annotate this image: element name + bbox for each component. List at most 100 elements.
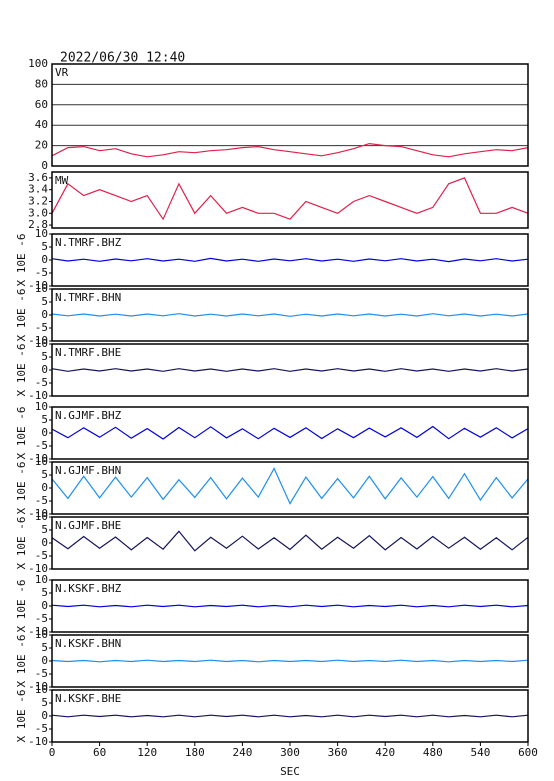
y-tick-label: -5 xyxy=(35,494,48,507)
y-tick-label: 5 xyxy=(41,468,48,481)
trace-label: N.TMRF.BHE xyxy=(55,346,121,359)
y-axis-label: X 10E -6 xyxy=(15,344,28,397)
trace-line xyxy=(51,530,529,552)
y-axis-label: X 10E -6 xyxy=(15,517,28,570)
y-tick-label: 5 xyxy=(41,413,48,426)
y-tick-label: 0 xyxy=(41,308,48,321)
x-tick-label: 60 xyxy=(93,746,106,759)
trace-line xyxy=(51,604,529,608)
y-axis-label: X 10E -6 xyxy=(15,462,28,515)
x-tick-label: 600 xyxy=(518,746,538,759)
y-tick-label: -10 xyxy=(28,279,48,292)
trace-line xyxy=(51,257,529,263)
trace-label: N.TMRF.BHN xyxy=(55,291,121,304)
y-tick-label: -5 xyxy=(35,667,48,680)
y-axis-label: X 10E -6 xyxy=(15,407,28,460)
y-tick-label: 10 xyxy=(35,510,48,523)
trace-label: MW xyxy=(55,174,69,187)
y-tick-label: 5 xyxy=(41,240,48,253)
y-tick-label: 5 xyxy=(41,295,48,308)
y-tick-label: 5 xyxy=(41,350,48,363)
y-tick-label: 0 xyxy=(41,536,48,549)
trace-label: N.KSKF.BHN xyxy=(55,637,121,650)
trace-line xyxy=(51,425,529,440)
y-tick-label: 20 xyxy=(35,139,48,152)
y-tick-label: 3.0 xyxy=(28,206,48,219)
x-tick-label: 540 xyxy=(470,746,490,759)
y-tick-label: -5 xyxy=(35,376,48,389)
y-tick-label: -10 xyxy=(28,735,48,748)
x-tick-label: 480 xyxy=(423,746,443,759)
trace-line xyxy=(51,177,529,221)
panel-frame xyxy=(51,63,529,167)
x-tick-label: 300 xyxy=(280,746,300,759)
y-tick-label: 10 xyxy=(35,400,48,413)
y-tick-label: -5 xyxy=(35,321,48,334)
x-tick-label: 360 xyxy=(328,746,348,759)
y-tick-label: 40 xyxy=(35,118,48,131)
y-tick-label: 5 xyxy=(41,586,48,599)
y-tick-label: 0 xyxy=(41,481,48,494)
y-tick-label: -5 xyxy=(35,722,48,735)
x-axis-label: SEC xyxy=(280,765,300,778)
panel-frame xyxy=(51,233,529,287)
y-tick-label: 3.4 xyxy=(28,183,48,196)
y-tick-label: 5 xyxy=(41,523,48,536)
y-tick-label: 10 xyxy=(35,227,48,240)
y-tick-label: -10 xyxy=(28,507,48,520)
y-tick-label: 5 xyxy=(41,696,48,709)
y-tick-label: 10 xyxy=(35,628,48,641)
y-tick-label: 60 xyxy=(35,98,48,111)
y-tick-label: 3.2 xyxy=(28,194,48,207)
trace-label: N.GJMF.BHN xyxy=(55,464,121,477)
y-tick-label: 10 xyxy=(35,455,48,468)
y-tick-label: 0 xyxy=(41,363,48,376)
y-tick-label: -5 xyxy=(35,266,48,279)
trace-label: VR xyxy=(55,66,69,79)
y-axis-label: X 10E -6 xyxy=(15,580,28,633)
y-tick-label: 80 xyxy=(35,77,48,90)
trace-line xyxy=(51,714,529,718)
y-tick-label: 0 xyxy=(41,159,48,172)
trace-label: N.TMRF.BHZ xyxy=(55,236,122,249)
y-axis-label: X 10E -6 xyxy=(15,690,28,743)
y-tick-label: -10 xyxy=(28,389,48,402)
x-tick-label: 120 xyxy=(137,746,157,759)
y-tick-label: 0 xyxy=(41,709,48,722)
chart-title: 2022/06/30 12:40 xyxy=(60,51,185,66)
x-tick-label: 240 xyxy=(232,746,252,759)
y-tick-label: -5 xyxy=(35,549,48,562)
y-tick-label: 0 xyxy=(41,654,48,667)
y-tick-label: 0 xyxy=(41,426,48,439)
panel-frame xyxy=(51,634,529,688)
y-tick-label: -10 xyxy=(28,562,48,575)
y-tick-label: -5 xyxy=(35,439,48,452)
trace-label: N.KSKF.BHE xyxy=(55,692,121,705)
panel-frame xyxy=(51,406,529,460)
x-tick-label: 0 xyxy=(49,746,56,759)
x-tick-label: 420 xyxy=(375,746,395,759)
trace-line xyxy=(51,368,529,372)
y-tick-label: 5 xyxy=(41,641,48,654)
trace-line xyxy=(51,313,529,317)
y-tick-label: 100 xyxy=(28,57,48,70)
panel-frame xyxy=(51,461,529,515)
y-tick-label: -10 xyxy=(28,680,48,693)
y-tick-label: 10 xyxy=(35,573,48,586)
panel-frame xyxy=(51,288,529,342)
trace-label: N.GJMF.BHE xyxy=(55,519,121,532)
trace-line xyxy=(51,659,529,663)
x-tick-label: 180 xyxy=(185,746,205,759)
y-tick-label: 0 xyxy=(41,599,48,612)
y-tick-label: 0 xyxy=(41,253,48,266)
y-tick-label: -10 xyxy=(28,334,48,347)
y-tick-label: 3.6 xyxy=(28,171,48,184)
y-tick-label: -5 xyxy=(35,612,48,625)
panel-frame xyxy=(51,343,529,397)
panel-frame xyxy=(51,171,529,229)
y-axis-label: X 10E -6 xyxy=(15,234,28,287)
trace-line xyxy=(51,142,529,158)
trace-label: N.GJMF.BHZ xyxy=(55,409,122,422)
